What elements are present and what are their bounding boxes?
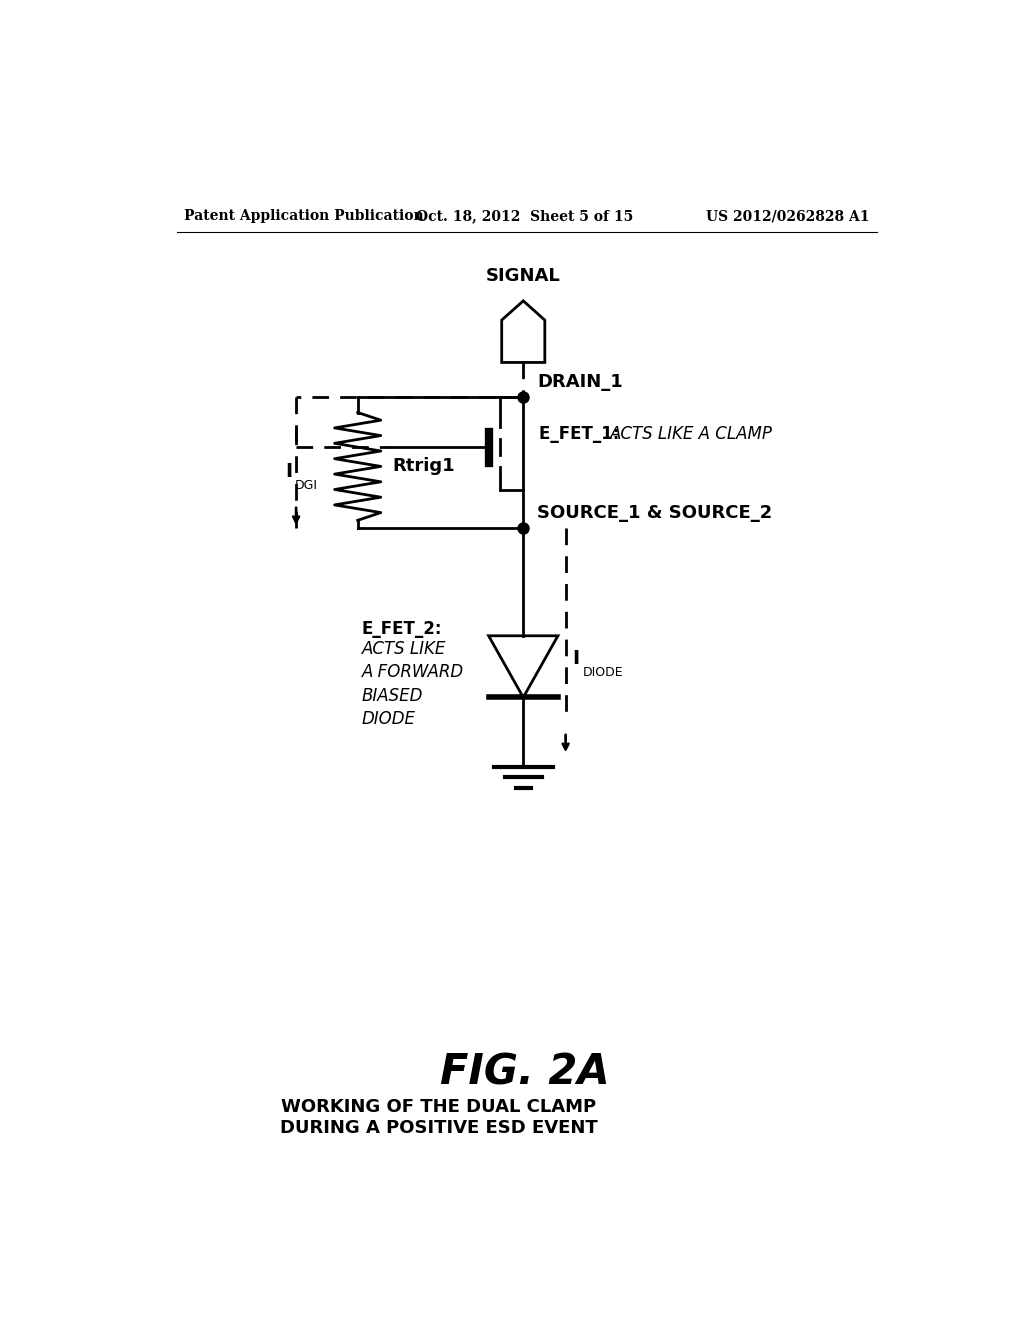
Text: FIG. 2A: FIG. 2A — [440, 1052, 609, 1093]
Text: SIGNAL: SIGNAL — [485, 268, 560, 285]
Text: E_FET_2:: E_FET_2: — [361, 620, 442, 639]
Text: DURING A POSITIVE ESD EVENT: DURING A POSITIVE ESD EVENT — [280, 1119, 597, 1138]
Text: US 2012/0262828 A1: US 2012/0262828 A1 — [707, 209, 869, 223]
Text: I: I — [285, 462, 292, 482]
Text: DRAIN_1: DRAIN_1 — [538, 374, 623, 391]
Text: Patent Application Publication: Patent Application Publication — [184, 209, 424, 223]
Text: ACTS LIKE A CLAMP: ACTS LIKE A CLAMP — [609, 425, 772, 444]
Text: ACTS LIKE
A FORWARD
BIASED
DIODE: ACTS LIKE A FORWARD BIASED DIODE — [361, 640, 464, 729]
Text: I: I — [571, 649, 579, 668]
Text: SOURCE_1 & SOURCE_2: SOURCE_1 & SOURCE_2 — [538, 504, 772, 521]
Text: Rtrig1: Rtrig1 — [392, 458, 455, 475]
Text: E_FET_1:: E_FET_1: — [539, 425, 625, 444]
Text: WORKING OF THE DUAL CLAMP: WORKING OF THE DUAL CLAMP — [281, 1098, 596, 1115]
Text: Oct. 18, 2012  Sheet 5 of 15: Oct. 18, 2012 Sheet 5 of 15 — [416, 209, 634, 223]
Text: DIODE: DIODE — [583, 667, 624, 680]
Text: DGI: DGI — [295, 479, 317, 492]
